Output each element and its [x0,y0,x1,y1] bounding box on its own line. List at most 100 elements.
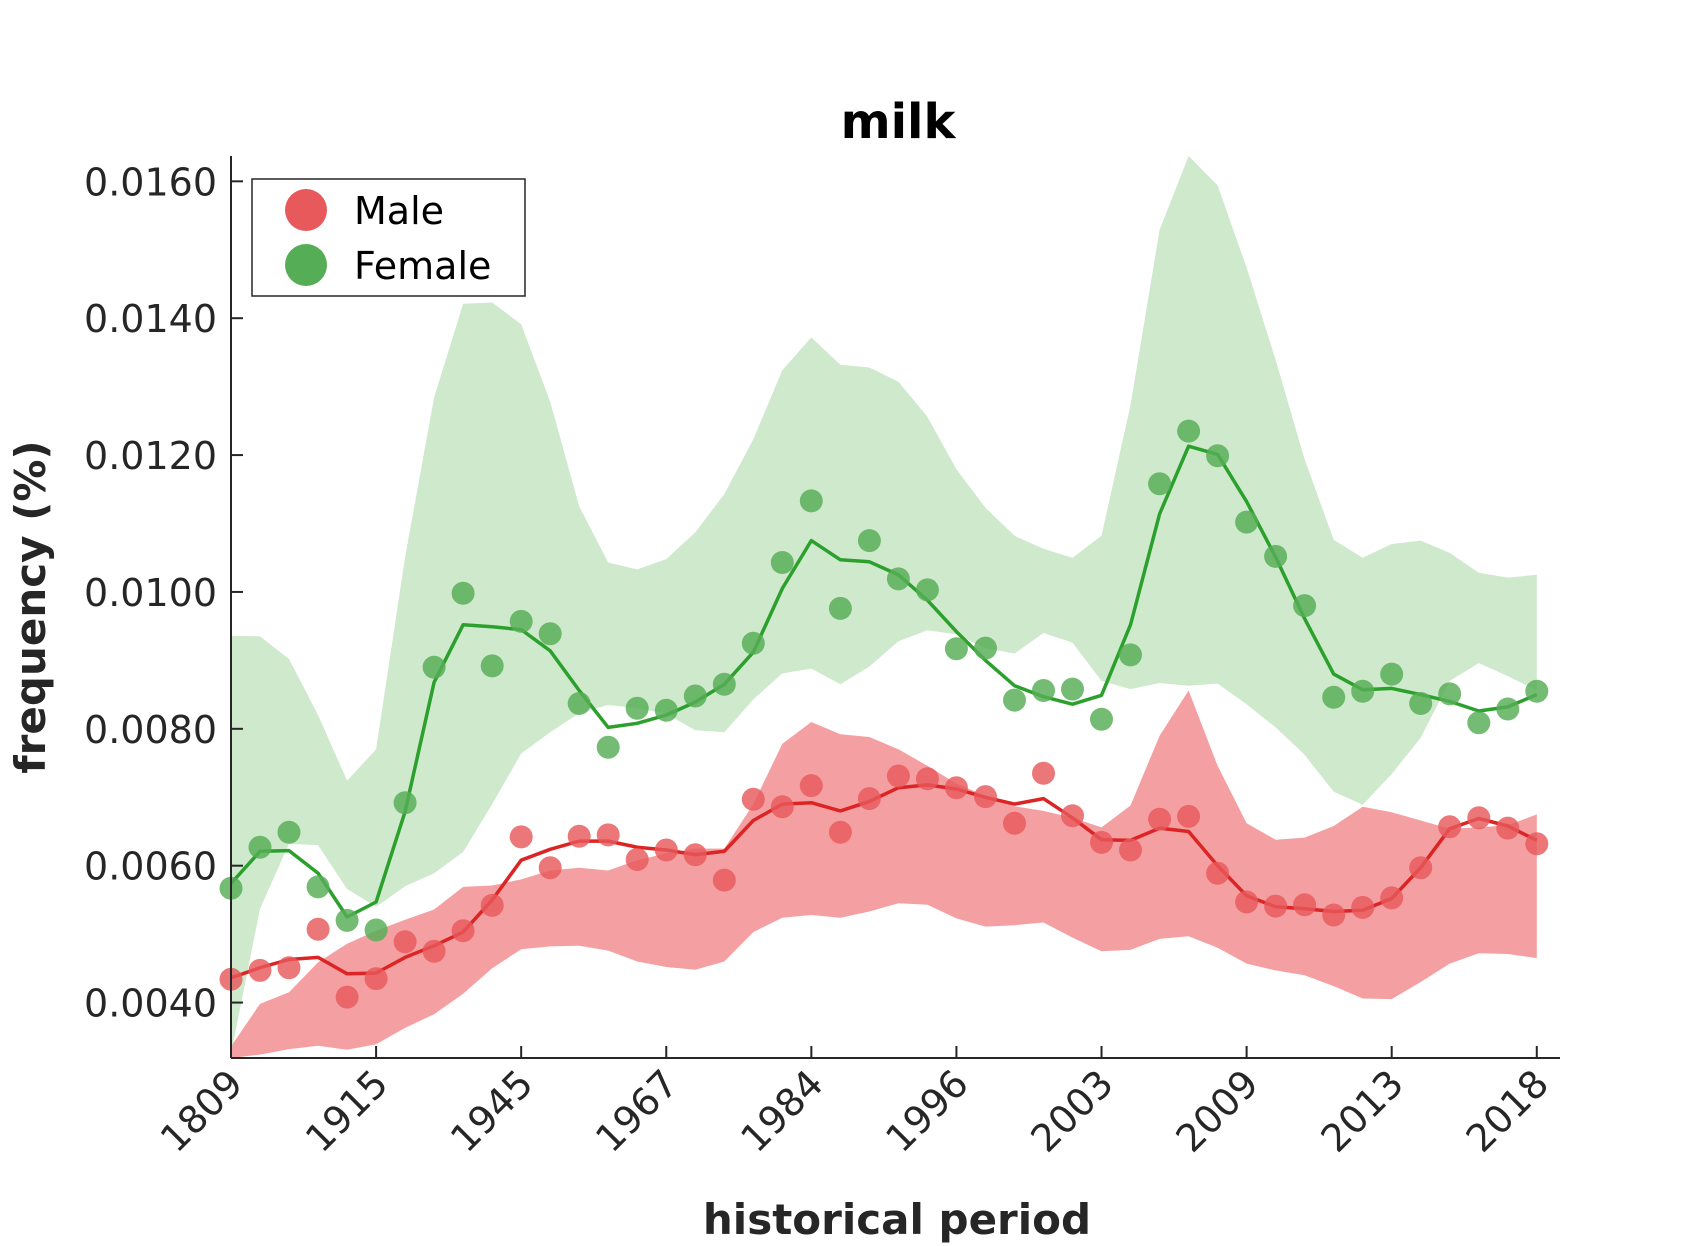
female-point [654,698,678,722]
male-point [1148,807,1172,831]
female-point [248,835,272,859]
y-tick-label: 0.0160 [84,160,217,204]
female-point [1380,662,1404,686]
male-point [306,917,330,941]
male-point [1003,811,1026,835]
x-axis-label: historical period [703,1195,1091,1244]
x-ticks: 1809 1915 1945 1967 1984 1996 2003 2009 2013 2018 [152,1046,1557,1161]
male-point [625,848,649,871]
male-point [1525,832,1549,856]
female-point [1061,677,1084,701]
female-point [1264,544,1288,568]
female-point [1148,472,1172,496]
male-point [1467,806,1491,830]
x-tick-label: 1967 [587,1061,687,1161]
legend-label-male: Male [354,189,444,233]
female-point [1525,679,1549,703]
female-point [886,567,910,591]
male-point [799,774,823,798]
female-point [1322,685,1346,709]
female-point [1496,697,1520,721]
fit-lines [229,444,1538,980]
male-point [683,843,707,867]
female-point [1206,444,1230,468]
female-point [596,735,620,759]
chart-title: milk [841,94,957,150]
female-point [944,637,968,661]
female-point [712,672,736,696]
male-point [1293,893,1317,917]
x-tick-label: 2003 [1022,1061,1122,1161]
male-point [335,985,359,1009]
male-point [248,958,272,982]
y-tick-label: 0.0140 [84,297,217,341]
male-point [364,967,388,991]
male-point [886,764,910,788]
y-tick-label: 0.0120 [84,434,217,478]
female-point [974,636,997,660]
x-tick-label: 1996 [877,1061,977,1161]
male-point [1264,894,1288,918]
female-point [393,791,417,815]
female-point [422,655,446,679]
female-point [1467,711,1491,735]
male-fit-line [230,783,1538,980]
male-point [596,823,620,847]
male-point [393,930,417,954]
male-point [654,838,678,862]
female-point [480,654,504,678]
male-point [1090,830,1113,854]
female-point [1235,510,1259,534]
female-point [1032,679,1055,702]
female-point [683,684,707,708]
female-point [1438,682,1462,706]
female-point [828,596,852,620]
female-point [451,581,475,605]
male-point [915,767,939,791]
male-point [509,825,533,849]
female-point [799,489,823,513]
female-point [538,622,562,646]
female-confidence-band [231,156,1537,1054]
male-point [1380,886,1404,910]
male-point [451,919,475,943]
male-point [944,776,968,800]
female-point [1409,692,1433,715]
female-point [1119,643,1142,667]
y-ticks: 0.0040 0.0060 0.0080 0.0100 0.0120 0.0140 0.01… [84,160,243,1026]
female-point [509,609,533,633]
male-point [1206,861,1230,885]
data-points [219,419,1549,1009]
y-tick-label: 0.0100 [84,571,217,615]
female-point [1177,419,1201,443]
male-point [538,856,562,880]
male-point [974,785,997,809]
y-tick-label: 0.0040 [84,982,217,1026]
female-point [277,820,301,844]
female-point [1293,594,1317,618]
y-tick-label: 0.0080 [84,708,217,752]
y-axis-label: frequency (%) [6,440,55,773]
male-point [741,787,765,811]
confidence-bands [231,156,1537,1058]
male-point [1032,761,1055,785]
axes [230,156,1560,1059]
y-tick-label: 0.0060 [84,845,217,889]
male-point [1177,804,1201,828]
female-point [770,551,794,574]
female-point [741,631,765,655]
legend-marker-male [285,189,327,231]
x-tick-label: 1984 [732,1061,832,1161]
male-point [828,820,852,844]
female-point [915,578,939,602]
female-point [1351,679,1375,703]
male-point [770,795,794,819]
female-point [625,696,649,720]
female-point [364,918,388,942]
male-point [1322,903,1346,927]
female-point [857,529,881,553]
female-point [335,908,359,932]
male-point [1061,804,1084,828]
female-point [567,692,591,715]
